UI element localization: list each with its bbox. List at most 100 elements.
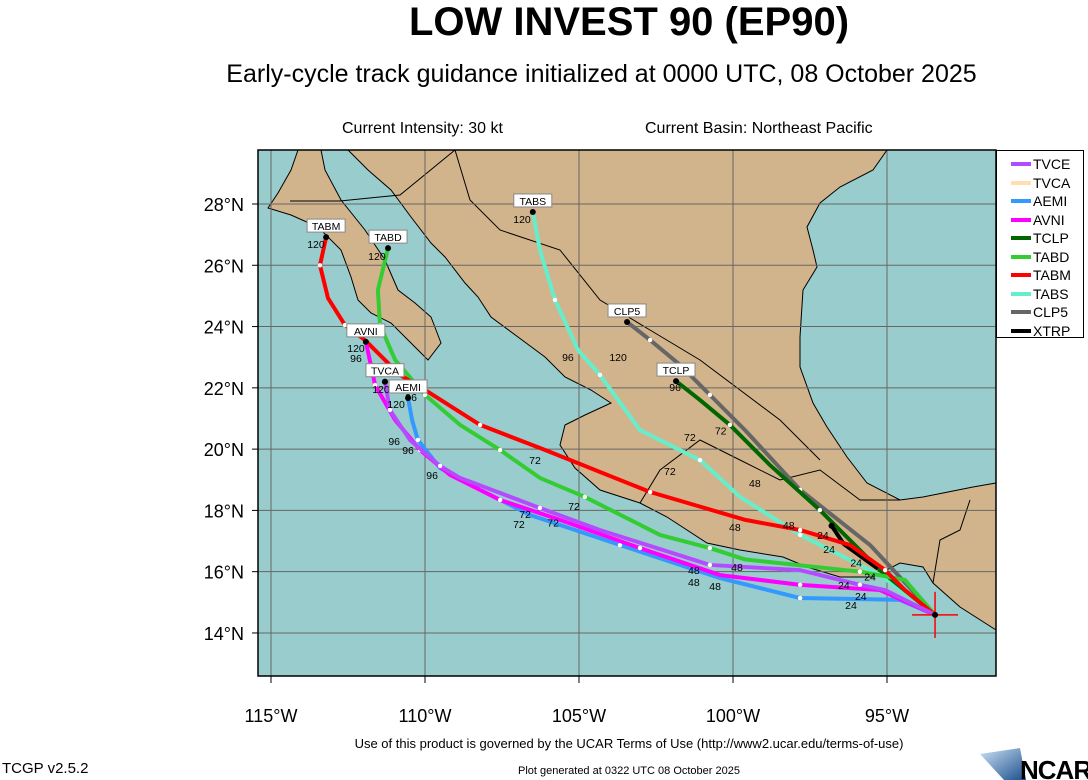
track-point <box>437 463 443 469</box>
lat-label: 22°N <box>204 379 244 399</box>
forecast-hour-label: 24 <box>838 580 850 592</box>
track-end-label: TABS <box>519 196 546 208</box>
forecast-hour-label: 48 <box>729 522 741 534</box>
track-point <box>817 507 823 513</box>
lon-label: 100°W <box>706 706 760 726</box>
lat-label: 18°N <box>204 501 244 521</box>
track-end-point <box>381 378 388 385</box>
lon-label: 115°W <box>245 706 298 726</box>
title-text: LOW INVEST 90 (EP90) <box>408 0 850 44</box>
baja-california <box>267 149 442 361</box>
lat-label: 26°N <box>204 256 244 276</box>
track-tabm <box>317 236 937 617</box>
forecast-hour-label: 120 <box>513 214 531 226</box>
track-clp5 <box>625 320 937 617</box>
lon-label: 110°W <box>399 706 452 726</box>
forecast-hour-label: 24 <box>864 571 876 583</box>
track-point <box>647 337 653 343</box>
track-end-label: CLP5 <box>614 306 640 318</box>
forecast-hour-label: 24 <box>817 530 829 542</box>
track-end-labels: TABS CLP5 TCLP TABD TABM AEMI AVNI TVCA <box>306 193 696 394</box>
forecast-hour-label: 72 <box>684 432 696 444</box>
track-end-label-box <box>306 218 346 233</box>
forecast-hour-label: 120 <box>609 352 627 364</box>
track-point <box>727 422 733 428</box>
forecast-hour-label: 24 <box>855 591 867 603</box>
track-end-label-box <box>513 193 553 208</box>
track-end-label-box <box>368 229 408 244</box>
legend-label: TABM <box>1033 267 1071 284</box>
forecast-hour-label: 24 <box>845 600 857 612</box>
current-intensity: Current Intensity: 30 kt <box>342 120 503 137</box>
track-point <box>415 437 421 443</box>
track-point <box>597 372 603 378</box>
lat-label: 24°N <box>204 318 244 338</box>
legend-item-clp5: CLP5 <box>997 303 1083 322</box>
terms-of-use: Use of this product is governed by the U… <box>354 736 904 751</box>
legend-item-tclp: TCLP <box>997 229 1083 248</box>
forecast-hour-label: 72 <box>715 426 727 438</box>
forecast-hour-label: 120 <box>347 343 365 355</box>
forecast-hour-label: 96 <box>426 470 438 482</box>
forecast-hour-label: 48 <box>709 581 721 593</box>
track-tclp <box>674 379 937 617</box>
track-end-label-box <box>388 379 428 394</box>
legend-label: AVNI <box>1033 211 1065 228</box>
legend-item-tvca: TVCA <box>997 174 1083 193</box>
track-point <box>797 532 803 538</box>
map-frame <box>257 149 997 677</box>
forecast-hour-label: 120 <box>387 399 405 411</box>
track-end-label-box <box>656 362 696 377</box>
current-basin: Current Basin: Northeast Pacific <box>645 120 873 137</box>
forecast-hour-label: 48 <box>731 562 743 574</box>
track-point <box>617 542 623 548</box>
legend-label: TABS <box>1033 285 1069 302</box>
track-point <box>797 527 803 533</box>
legend-item-tabd: TABD <box>997 248 1083 267</box>
forecast-hour-label: 72 <box>529 455 541 467</box>
forecast-hour-label: 48 <box>688 565 700 577</box>
legend-label: TVCA <box>1033 174 1071 191</box>
forecast-hour-label: 72 <box>519 509 531 521</box>
legend-label: TVCE <box>1033 156 1071 173</box>
track-point <box>857 582 863 588</box>
forecast-hour-label: 24 <box>823 544 835 556</box>
legend-label: TABD <box>1033 248 1070 265</box>
legend-item-tabs: TABS <box>997 285 1083 304</box>
forecast-hour-label: 48 <box>688 577 700 589</box>
plot-generated: Plot generated at 0322 UTC 08 October 20… <box>518 765 740 777</box>
svg-text:NCAR: NCAR <box>1020 755 1088 780</box>
legend-swatch <box>1011 273 1031 278</box>
legend-item-avni: AVNI <box>997 211 1083 230</box>
track-tvce <box>382 381 936 617</box>
legend-swatch <box>1011 236 1031 241</box>
forecast-hour-label: 96 <box>562 352 574 364</box>
legend-item-aemi: AEMI <box>997 192 1083 211</box>
legend-swatch <box>1011 162 1031 167</box>
track-point <box>387 407 393 413</box>
current-position-marker <box>912 591 959 638</box>
lon-labels: 115°W 110°W 105°W 100°W 95°W <box>245 676 909 726</box>
track-point <box>372 382 378 388</box>
legend-swatch <box>1011 328 1031 333</box>
track-point <box>797 582 803 588</box>
track-end-point <box>385 245 392 252</box>
track-point <box>552 297 558 303</box>
track-end-point <box>405 394 412 401</box>
legend-label: CLP5 <box>1033 304 1069 321</box>
track-point <box>582 494 588 500</box>
legend-label: XTRP <box>1033 322 1071 339</box>
legend-item-tabm: TABM <box>997 266 1083 285</box>
track-end-point <box>362 338 369 345</box>
track-end-label-box <box>346 323 386 338</box>
forecast-hour-label: 96 <box>402 445 414 457</box>
lon-label: 105°W <box>552 706 606 726</box>
forecast-hour-label: 96 <box>669 382 681 394</box>
track-point <box>707 562 713 568</box>
us-mexico-border <box>290 149 456 202</box>
lat-label: 28°N <box>204 195 244 215</box>
grid <box>258 150 996 676</box>
forecast-hour-label: 72 <box>568 501 580 513</box>
track-point <box>707 545 713 551</box>
